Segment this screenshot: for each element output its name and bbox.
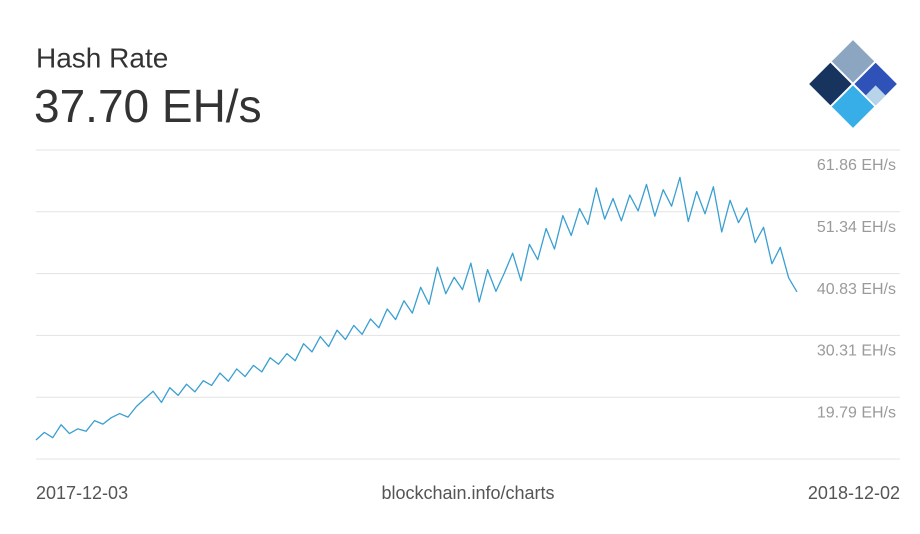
y-tick-label: 30.31 EH/s — [817, 343, 896, 360]
current-value: 37.70 EH/s — [34, 80, 262, 132]
y-tick-label: 19.79 EH/s — [817, 404, 896, 421]
x-start-label: 2017-12-03 — [36, 483, 128, 503]
y-tick-label: 40.83 EH/s — [817, 281, 896, 298]
y-tick-label: 61.86 EH/s — [817, 157, 896, 174]
x-end-label: 2018-12-02 — [808, 483, 900, 503]
logo — [809, 40, 897, 128]
source: blockchain.info/charts — [381, 483, 554, 503]
y-tick-label: 51.34 EH/s — [817, 219, 896, 236]
chart-title: Hash Rate — [36, 42, 168, 73]
data-line — [35, 176, 798, 441]
